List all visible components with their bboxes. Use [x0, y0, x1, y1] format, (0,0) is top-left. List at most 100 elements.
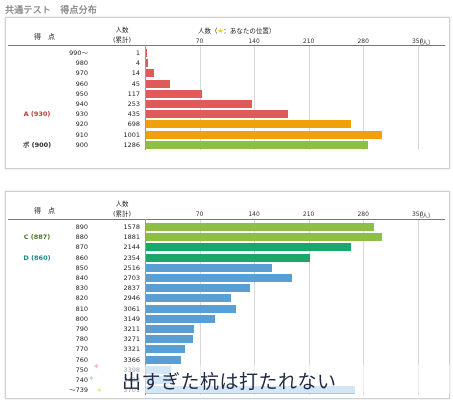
score-cell: 960 [75, 79, 88, 88]
sparkle-icon: ✦ [96, 386, 103, 395]
count-cell: 435 [127, 110, 140, 119]
count-cell: 2837 [123, 284, 140, 293]
table-row: 800 3149 [6, 314, 449, 324]
student-marker: C (887) [23, 233, 51, 242]
count-cell: 3061 [123, 304, 140, 313]
score-distribution-panel-bottom: 得 点人数 (累計) 70 140 210 280 350 （人） 890 1578 C (887)… [5, 191, 450, 399]
histogram-bar [146, 304, 236, 313]
axis-tick-label: 350 [411, 211, 424, 218]
count-cell: 117 [127, 89, 140, 98]
count-cell: 45 [131, 79, 140, 88]
histogram-bar [146, 263, 273, 272]
score-cell: 820 [75, 294, 88, 303]
count-column-divider [145, 219, 146, 396]
score-cell: ～739 [69, 386, 88, 395]
star-icon: ★ [217, 27, 224, 35]
table-row: C (887) 880 1881 [6, 232, 449, 242]
histogram-bar [146, 59, 149, 68]
histogram-bar [146, 140, 369, 149]
count-cell: 2144 [123, 243, 140, 252]
student-marker: D (860) [23, 253, 51, 262]
histogram-bar [146, 120, 351, 129]
axis-tick-label: 70 [195, 211, 204, 218]
count-cell: 3366 [123, 355, 140, 364]
score-cell: 770 [75, 345, 88, 354]
histogram-bar [146, 314, 215, 323]
score-cell: 930 [75, 110, 88, 119]
count-cell: 3149 [123, 314, 140, 323]
count-cell: 698 [127, 120, 140, 129]
gridline [254, 46, 256, 150]
score-cell: 740 [75, 376, 88, 384]
count-header-line2: (累計) [112, 36, 132, 44]
histogram-bar [146, 284, 251, 293]
table-row: 980 4 [6, 58, 449, 68]
table-row: 870 2144 [6, 242, 449, 252]
gridline [254, 220, 256, 396]
axis-tick-label: 210 [302, 38, 315, 45]
histogram-bar [146, 253, 310, 262]
count-cell: 4 [135, 59, 140, 68]
score-column-header: 得 点 [34, 33, 55, 41]
count-cell: 2516 [123, 263, 140, 272]
axis-tick-label: 280 [357, 211, 369, 218]
gridline [417, 46, 419, 150]
count-column-divider [145, 45, 146, 150]
histogram-bar [146, 89, 203, 98]
score-cell: 850 [75, 263, 88, 272]
student-marker: ボ (900) [22, 140, 52, 149]
score-cell: 920 [75, 120, 88, 129]
histogram-bar [146, 243, 351, 252]
histogram-bar [146, 294, 231, 303]
table-row: 820 2946 [6, 293, 449, 303]
score-cell: 830 [75, 284, 88, 293]
score-cell: 760 [75, 355, 88, 364]
score-cell: 810 [75, 304, 88, 313]
histogram-bar [146, 345, 185, 354]
count-cell: 3321 [123, 345, 140, 354]
student-marker: A (930) [23, 110, 51, 119]
axis-tick-label: 140 [248, 38, 260, 45]
table-row: 960 45 [6, 79, 449, 89]
table-row: 920 698 [6, 119, 449, 129]
count-cell: 1001 [123, 130, 140, 139]
table-row: 780 3271 [6, 334, 449, 344]
count-column-header: 人数 (累計) [104, 25, 140, 45]
sparkle-icon: ✦ [88, 374, 95, 383]
table-row: A (930) 930 435 [6, 109, 449, 119]
score-cell: 980 [75, 59, 88, 68]
gridline [363, 220, 365, 396]
axis-tick-label: 280 [357, 38, 369, 45]
count-cell: 2946 [123, 294, 140, 303]
histogram-bar [146, 335, 193, 344]
table-row: ボ (900) 900 1286 [6, 140, 449, 150]
axis-title-suffix: ：あなたの位置） [223, 27, 276, 35]
table-row: 760 3366 [6, 355, 449, 365]
score-cell: 940 [75, 100, 88, 108]
sparkle-icon: ✦ [93, 362, 100, 371]
score-cell: 990～ [69, 49, 88, 57]
score-cell: 870 [75, 243, 88, 252]
axis-tick-label: 210 [302, 211, 315, 218]
table-row: 950 117 [6, 89, 449, 99]
gridline [308, 220, 310, 396]
table-row: 830 2837 [6, 283, 449, 293]
gridline [417, 220, 419, 396]
score-cell: 780 [75, 335, 88, 344]
score-cell: 910 [75, 130, 88, 139]
score-cell: 750 [75, 365, 88, 374]
table-row: 840 2703 [6, 273, 449, 283]
caption-overlay: 出すぎた杭は打たれない [122, 371, 337, 393]
histogram-bar [146, 355, 182, 364]
score-cell: 950 [75, 89, 88, 98]
page-title: 共通テスト 得点分布 [5, 6, 98, 16]
score-cell: 880 [75, 233, 88, 242]
count-column-header: 人数 (累計) [104, 199, 140, 219]
axis-unit: （人） [416, 40, 435, 47]
histogram-bar [146, 79, 171, 88]
table-row: 940 253 [6, 99, 449, 109]
axis-tick-label: 70 [195, 38, 204, 45]
header-divider [8, 45, 445, 46]
score-cell: 890 [75, 223, 88, 231]
count-cell: 14 [131, 69, 140, 78]
